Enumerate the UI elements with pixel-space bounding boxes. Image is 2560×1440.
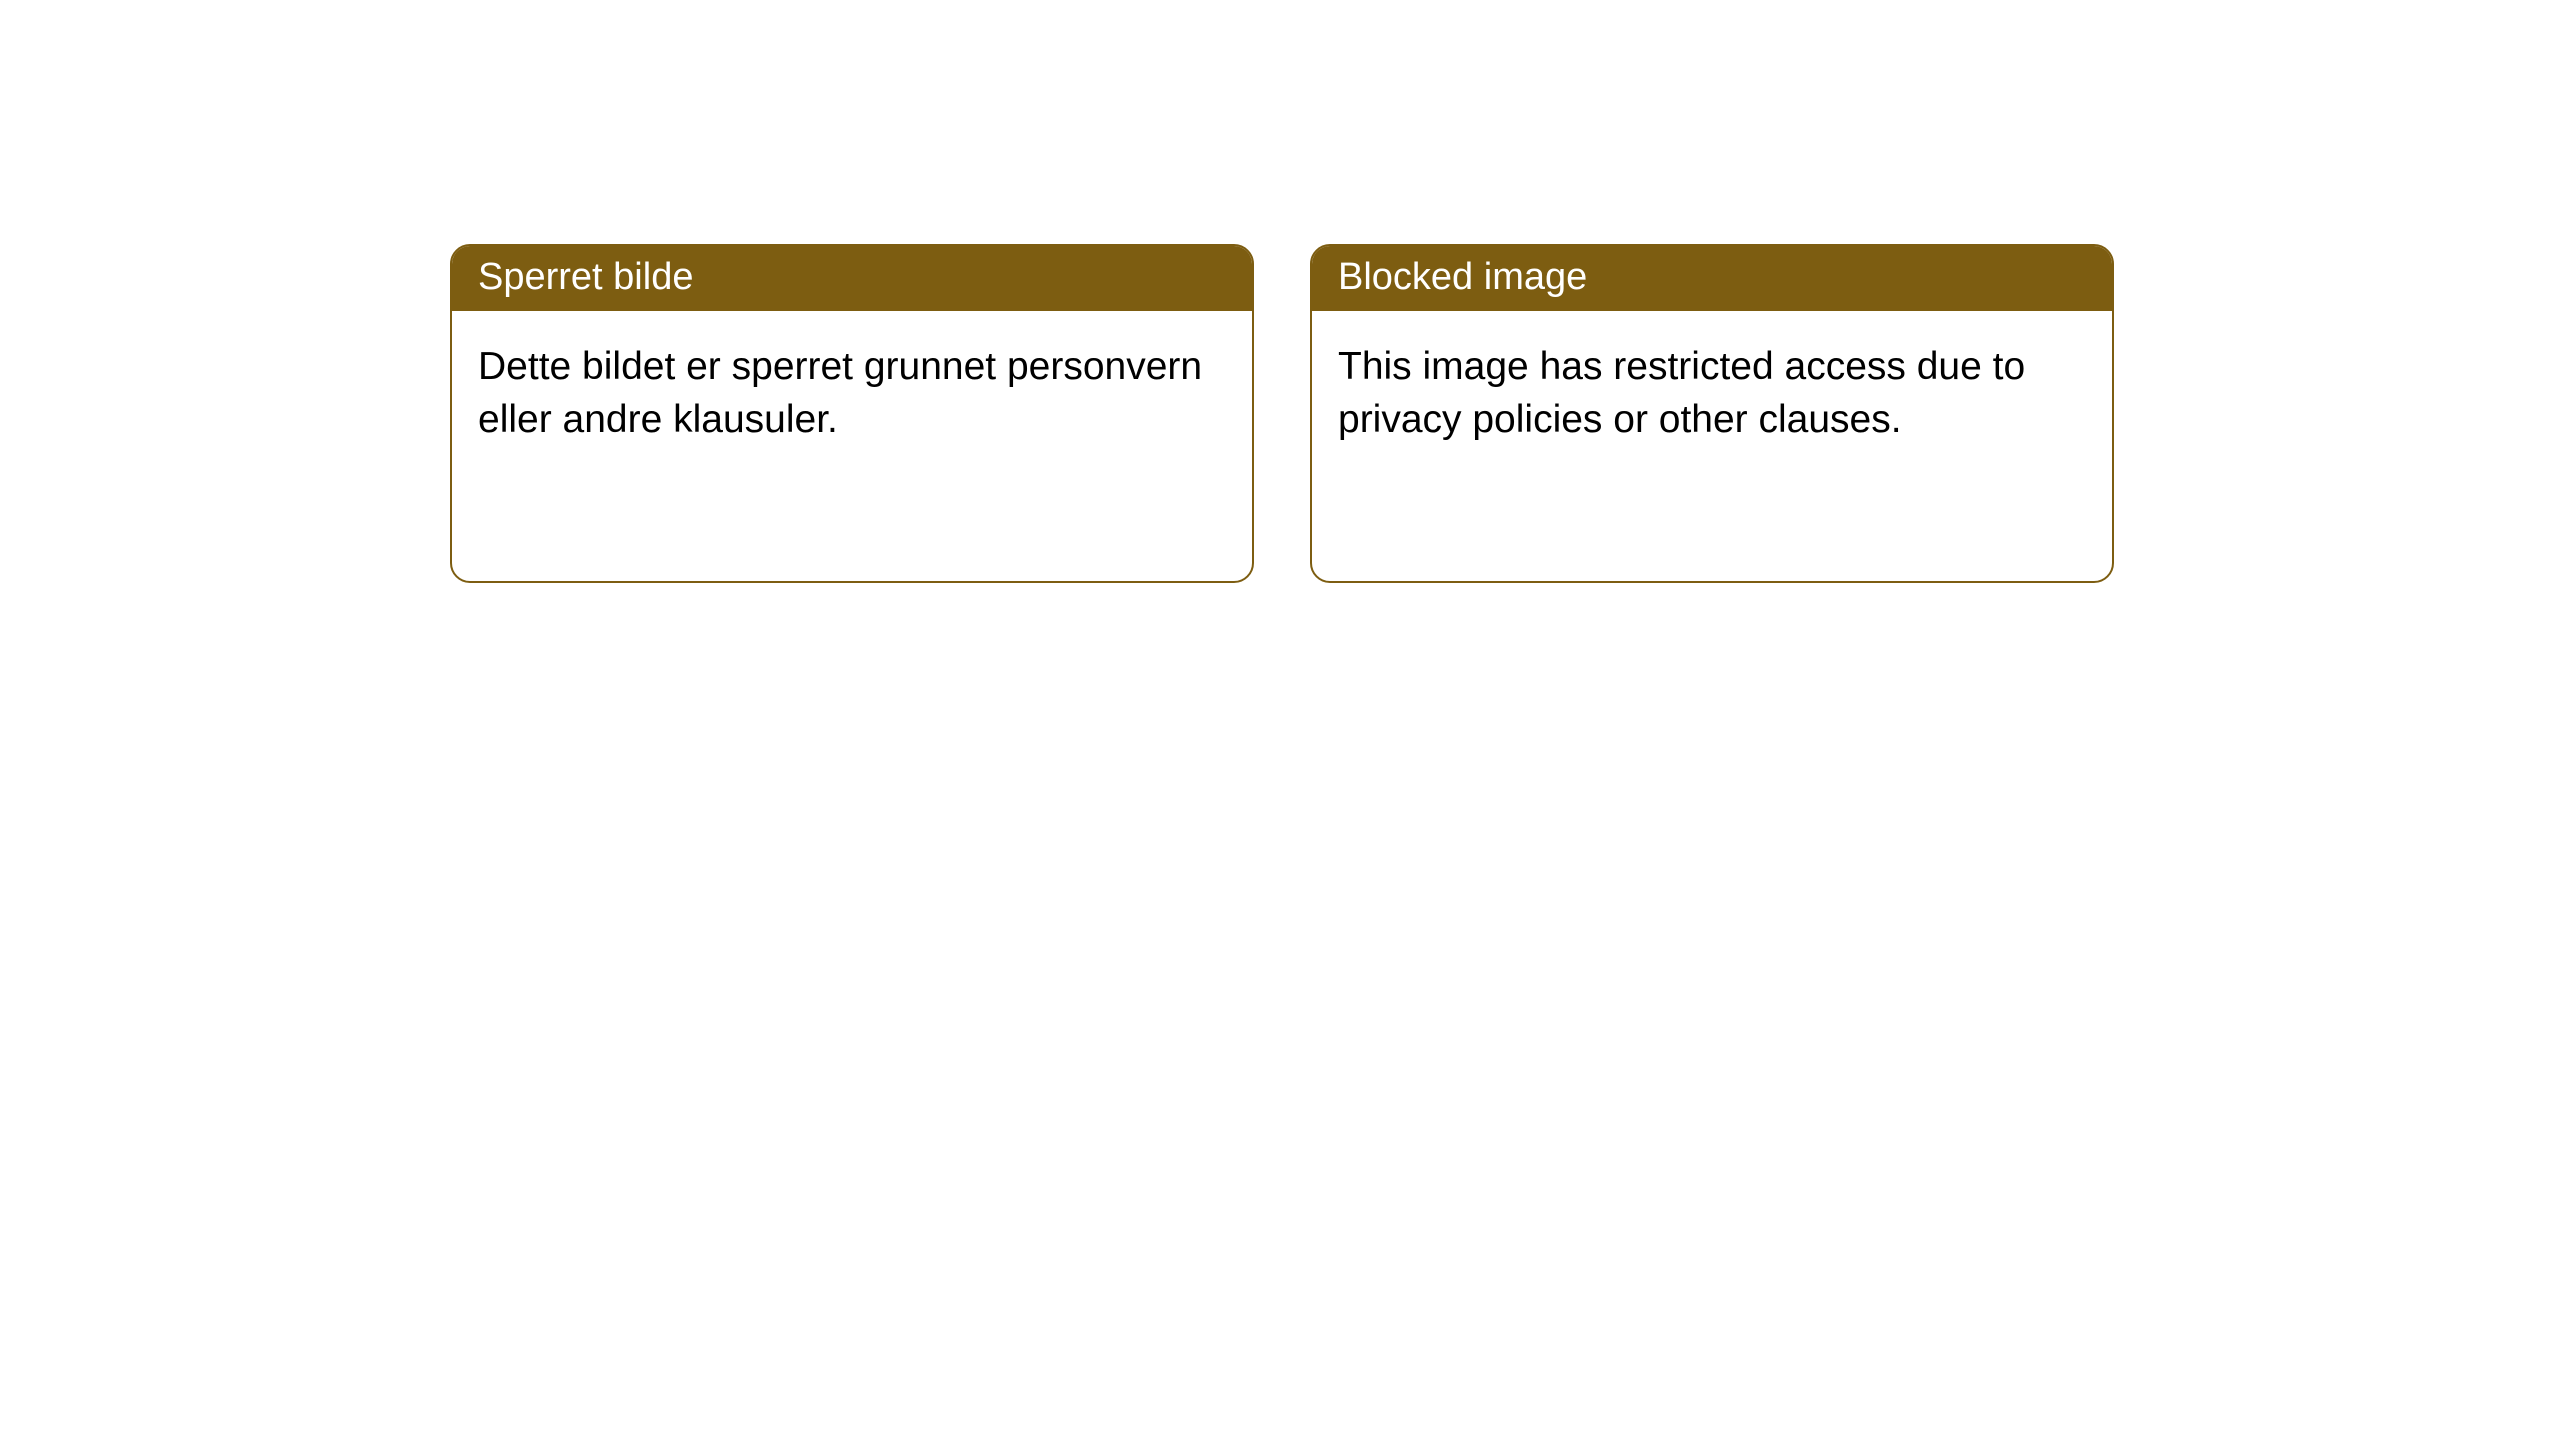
- card-body: Dette bildet er sperret grunnet personve…: [452, 311, 1252, 581]
- card-body: This image has restricted access due to …: [1312, 311, 2112, 581]
- card-header: Blocked image: [1312, 246, 2112, 311]
- card-body-text: This image has restricted access due to …: [1338, 345, 2025, 441]
- notice-cards-container: Sperret bilde Dette bildet er sperret gr…: [450, 244, 2560, 583]
- notice-card-english: Blocked image This image has restricted …: [1310, 244, 2114, 583]
- card-body-text: Dette bildet er sperret grunnet personve…: [478, 345, 1202, 441]
- notice-card-norwegian: Sperret bilde Dette bildet er sperret gr…: [450, 244, 1254, 583]
- card-header: Sperret bilde: [452, 246, 1252, 311]
- card-title: Sperret bilde: [478, 256, 693, 298]
- card-title: Blocked image: [1338, 256, 1587, 298]
